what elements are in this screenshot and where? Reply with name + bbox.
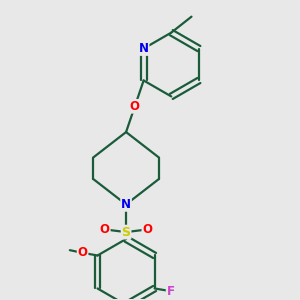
Text: S: S — [122, 226, 130, 238]
Text: F: F — [167, 285, 175, 298]
Text: O: O — [78, 246, 88, 259]
Text: N: N — [121, 198, 131, 211]
Text: O: O — [142, 223, 152, 236]
Text: O: O — [130, 100, 140, 113]
Text: O: O — [100, 223, 110, 236]
Text: N: N — [139, 42, 148, 55]
